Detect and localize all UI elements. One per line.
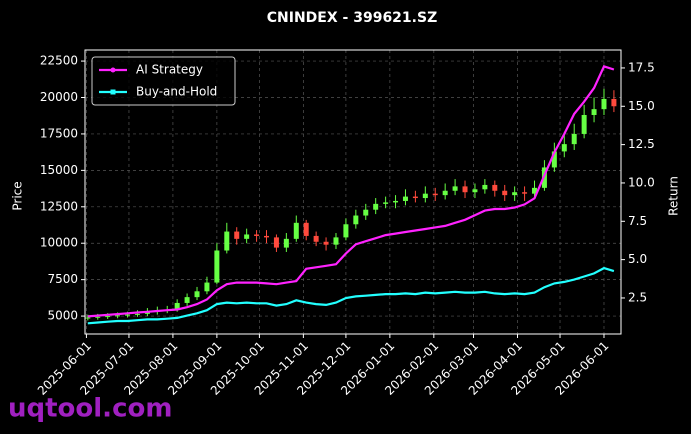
y2-tick-label: 5.0 [628,252,647,266]
candle-body [422,193,428,199]
candle-body [194,291,200,298]
y-tick-label: 5000 [47,309,78,323]
candle-body [551,151,557,168]
candle-body [184,297,190,303]
candle-body [234,231,240,239]
chart-title: CNINDEX - 399621.SZ [267,10,437,26]
y2-tick-label: 10.0 [628,175,655,189]
candle-body [522,192,528,194]
y-tick-label: 17500 [40,126,78,140]
candle-body [601,98,607,110]
candle-body [482,184,488,190]
legend-marker [110,67,116,73]
y-tick-label: 20000 [40,90,78,104]
candle-body [303,222,309,236]
candle-body [472,189,478,193]
legend-label: AI Strategy [136,63,203,77]
y-axis-label: Price [11,181,25,210]
candle-body [283,238,289,248]
y-tick-label: 15000 [40,163,78,177]
y2-axis-label: Return [667,176,681,216]
candle-body [273,237,279,248]
line-series [87,65,615,318]
candle-body [532,187,538,194]
candle-body [402,196,408,201]
candle-body [323,241,329,245]
candle-body [115,315,121,317]
candle-body [244,234,250,239]
y2-tick-label: 17.5 [628,60,655,74]
y-tick-label: 7500 [47,272,78,286]
candle-body [462,186,468,193]
candle-body [432,193,438,196]
candle-body [492,184,498,191]
y-tick-label: 12500 [40,199,78,213]
candle-body [254,234,260,236]
y2-tick-label: 2.5 [628,290,647,304]
candle-body [571,133,577,145]
legend-label: Buy-and-Hold [136,85,217,99]
candle-body [95,316,101,318]
y2-tick-label: 15.0 [628,99,655,113]
candle-body [412,196,418,199]
candle-body [105,316,111,318]
y-tick-label: 10000 [40,236,78,250]
candle-body [204,282,210,292]
y2-tick-label: 7.5 [628,214,647,228]
candle-body [581,114,587,134]
candle-body [174,302,180,310]
candle-body [383,202,389,204]
line-series [87,266,615,325]
candle-body [452,186,458,191]
candle-body [442,190,448,196]
candle-body [264,235,270,238]
candle-body [363,209,369,216]
candle-body [224,231,230,251]
y-tick-label: 22500 [40,54,78,68]
legend-marker [110,89,116,95]
candle-body [293,222,299,239]
candle-body [561,144,567,152]
candle-body [313,235,319,242]
candle-body [611,98,617,107]
candle-body [333,237,339,245]
candle-body [591,109,597,115]
legend-box [91,56,236,106]
candle-body [85,317,91,319]
candle-body [134,313,140,315]
candle-body [373,203,379,210]
candle-body [125,314,131,316]
watermark: uqtool.com [8,394,172,424]
candle-body [393,200,399,203]
candle-body [353,215,359,225]
y2-tick-label: 12.5 [628,137,655,151]
candle-body [343,224,349,238]
plot-frame [84,49,622,335]
candle-body [502,190,508,196]
candle-body [512,192,518,196]
candle-body [214,250,220,283]
